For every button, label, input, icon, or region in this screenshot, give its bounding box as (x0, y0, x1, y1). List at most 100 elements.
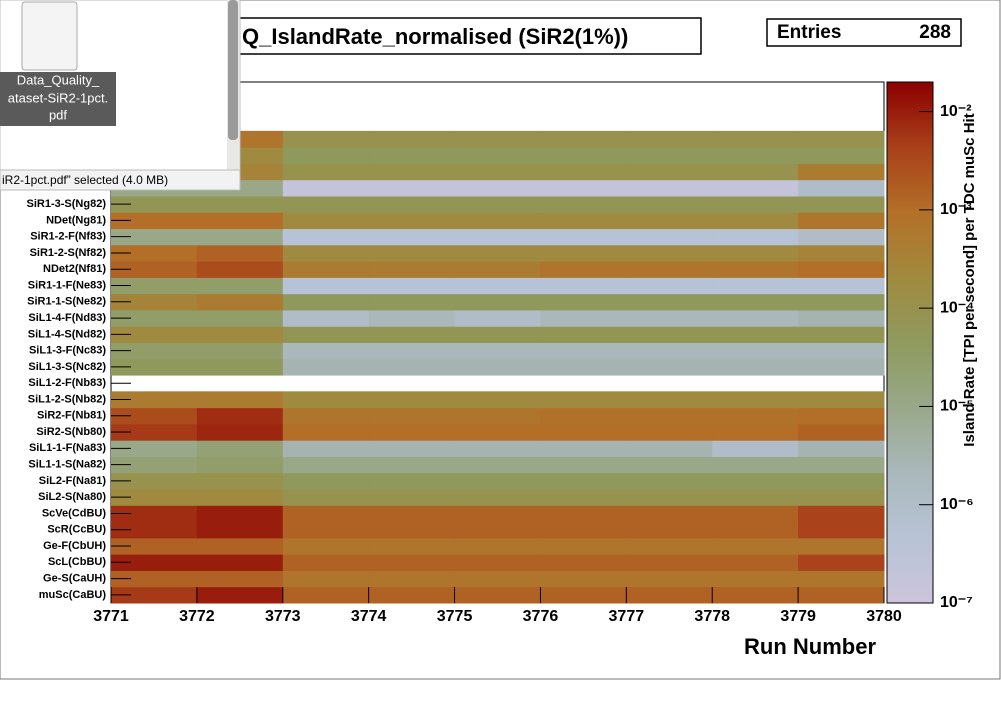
heat-cell (798, 472, 885, 490)
heat-cell (111, 277, 198, 295)
file-label: Data_Quality_ (17, 72, 100, 87)
y-tick-label: Ge-S(CaUH) (43, 572, 106, 584)
heat-cell (798, 570, 885, 588)
heat-cell (111, 586, 198, 604)
heat-cell (454, 261, 541, 278)
heat-cell (368, 423, 456, 441)
heat-cell (282, 440, 370, 457)
heat-cell (368, 163, 456, 181)
heat-cell (368, 277, 456, 295)
heat-cell (712, 261, 799, 278)
heat-cell (626, 147, 713, 164)
scrollbar-thumb[interactable] (228, 0, 238, 140)
file-icon[interactable] (21, 1, 78, 71)
heat-cell (798, 407, 885, 425)
heat-cell (712, 440, 799, 457)
heat-cell (798, 277, 885, 295)
heat-cell (196, 505, 284, 523)
axes: muSc(CaBU) Ge-S(CaUH) ScL(CbBU) Ge-F(CbUH) S… (27, 81, 974, 625)
heat-cell (111, 521, 198, 539)
heat-cell (196, 326, 284, 343)
heat-cell (282, 342, 370, 360)
heat-cell (798, 423, 885, 441)
heat-cell (712, 521, 799, 539)
heat-cell (712, 195, 799, 213)
z-tick-label: 10⁻⁷ (940, 594, 973, 611)
heat-cell (712, 554, 799, 571)
heat-cell (282, 326, 370, 343)
x-tick-label: 3773 (265, 608, 301, 625)
heat-cell (196, 537, 284, 555)
y-tick-label: NDet2(Nf81) (43, 263, 106, 275)
heat-cell (454, 147, 541, 164)
heat-cell (626, 407, 713, 425)
status-text: iR2-1pct.pdf” selected (4.0 MB) (2, 173, 168, 187)
heat-cell (368, 391, 456, 409)
z-tick-label: 10⁻⁴ (940, 299, 974, 316)
heat-cell (368, 195, 456, 213)
y-tick-label: SiL1-2-S(Nb82) (28, 393, 107, 405)
heat-cell (368, 326, 456, 343)
heat-cell (111, 228, 198, 246)
heat-cell (712, 277, 799, 295)
heat-cell (798, 505, 885, 523)
heat-cell (626, 342, 713, 360)
heat-cell (540, 179, 627, 197)
heat-cell (282, 489, 370, 506)
heat-cell (454, 456, 541, 474)
chart-title: Q_IslandRate_normalised (SiR2(1%)) (242, 24, 628, 49)
heat-cell (798, 293, 885, 311)
heat-cell (196, 554, 284, 571)
file-label: ataset-SiR2-1pct. (8, 90, 108, 105)
heat-cell (454, 586, 541, 604)
heat-cell (111, 244, 198, 262)
heat-cell (540, 293, 627, 311)
heat-cell (798, 358, 885, 376)
heat-cell (368, 179, 456, 197)
heat-cell (282, 505, 370, 523)
heat-cell (196, 456, 284, 474)
heat-cell (540, 456, 627, 474)
heat-cell (798, 195, 885, 213)
stats-value: 288 (919, 22, 951, 43)
color-bar (886, 81, 934, 604)
heat-cell (111, 212, 198, 230)
x-axis-title: Run Number (744, 634, 876, 659)
heat-cell (540, 505, 627, 523)
heat-cell (282, 358, 370, 376)
heat-cell (111, 309, 198, 327)
heat-cell (368, 570, 456, 588)
heat-cell (111, 456, 198, 474)
y-tick-label: ScVe(CdBU) (42, 507, 107, 519)
y-tick-label: SiR2-S(Nb80) (36, 426, 106, 438)
heat-cell (454, 293, 541, 311)
heat-cell (368, 293, 456, 311)
heat-cell (712, 244, 799, 262)
heat-cell (540, 472, 627, 490)
heat-cell (196, 440, 284, 457)
heat-cell (712, 391, 799, 409)
y-tick-label: NDet(Ng81) (46, 214, 106, 226)
heat-cell (368, 554, 456, 571)
heat-cell (196, 309, 284, 327)
heat-cell (712, 586, 799, 604)
heat-cell (540, 244, 627, 262)
y-tick-label: SiL1-3-F(Nc83) (29, 345, 106, 357)
heat-cell (626, 228, 713, 246)
heat-cell (368, 130, 456, 148)
heat-cell (368, 147, 456, 164)
z-tick-label: 10⁻³ (940, 201, 972, 218)
heat-cell (282, 212, 370, 230)
heat-cell (626, 391, 713, 409)
heat-cell (540, 423, 627, 441)
heat-cell (454, 228, 541, 246)
file-label-bg[interactable] (0, 72, 116, 126)
heat-cell (282, 261, 370, 278)
heat-cell (626, 456, 713, 474)
heat-cell (282, 570, 370, 588)
heat-cell (798, 489, 885, 506)
heat-cell (454, 570, 541, 588)
status-bar (0, 169, 241, 191)
heat-cell (626, 293, 713, 311)
heat-cell (282, 309, 370, 327)
